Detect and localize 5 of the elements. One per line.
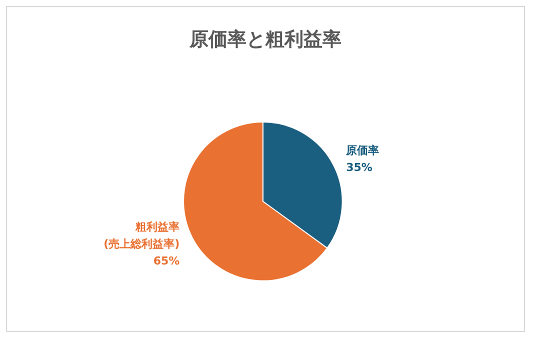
chart-title: 原価率と粗利益率 [188, 28, 342, 50]
slice-label: 粗利益率 (売上総利益率) [104, 220, 180, 250]
data-label: 35% [346, 161, 372, 174]
slice-label: 原価率 [345, 144, 380, 158]
data-label: 65% [153, 254, 180, 268]
